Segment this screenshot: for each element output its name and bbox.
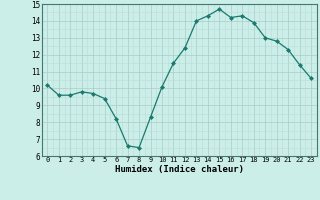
X-axis label: Humidex (Indice chaleur): Humidex (Indice chaleur): [115, 165, 244, 174]
